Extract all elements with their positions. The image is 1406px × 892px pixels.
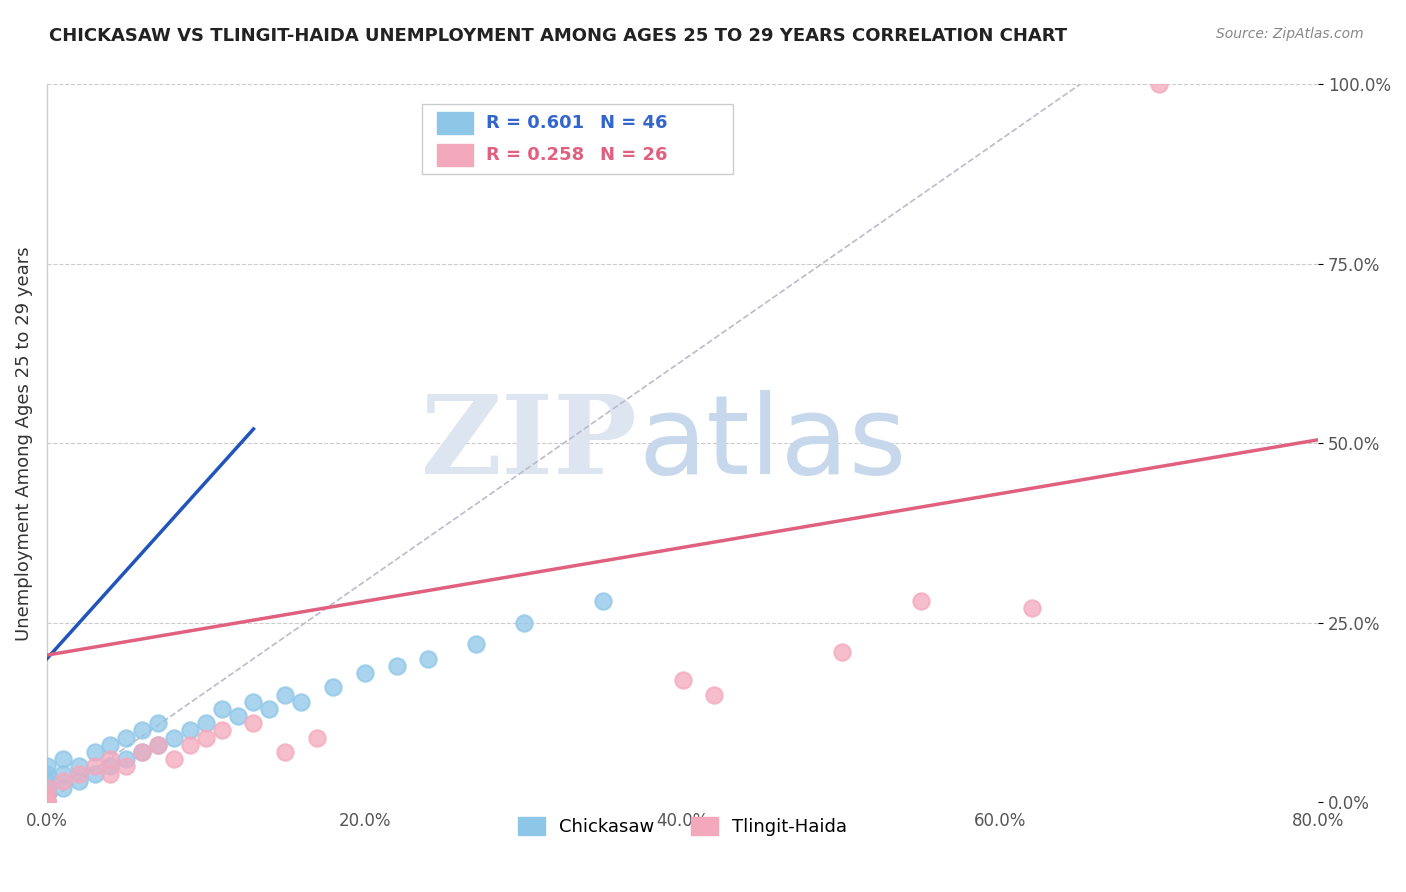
Point [1149, 78, 1171, 92]
Point [211, 723, 233, 738]
Point [35, 773, 58, 788]
Text: N = 46: N = 46 [600, 114, 668, 132]
Point [115, 752, 138, 766]
Point [194, 731, 217, 745]
Point [35, 780, 58, 795]
Point [115, 759, 138, 773]
Point [52, 766, 75, 780]
Point [146, 716, 169, 731]
Point [322, 681, 344, 695]
Point [100, 738, 122, 752]
Point [179, 738, 201, 752]
Point [179, 723, 201, 738]
Point [52, 780, 75, 795]
Point [83, 759, 105, 773]
Text: R = 0.601: R = 0.601 [485, 114, 583, 132]
Point [163, 731, 186, 745]
Text: CHICKASAW VS TLINGIT-HAIDA UNEMPLOYMENT AMONG AGES 25 TO 29 YEARS CORRELATION CH: CHICKASAW VS TLINGIT-HAIDA UNEMPLOYMENT … [49, 27, 1067, 45]
Text: N = 26: N = 26 [600, 146, 668, 164]
Point [512, 615, 534, 630]
Point [35, 795, 58, 809]
Point [35, 795, 58, 809]
Point [67, 759, 90, 773]
Point [67, 766, 90, 780]
Point [242, 716, 264, 731]
Point [131, 723, 153, 738]
Point [211, 702, 233, 716]
Point [274, 688, 297, 702]
Point [67, 773, 90, 788]
Point [35, 780, 58, 795]
Point [83, 766, 105, 780]
Point [35, 766, 58, 780]
Point [831, 644, 853, 658]
Point [163, 752, 186, 766]
Point [52, 773, 75, 788]
Point [910, 594, 932, 608]
Point [115, 731, 138, 745]
Point [290, 695, 312, 709]
Point [35, 795, 58, 809]
Point [100, 759, 122, 773]
Point [35, 795, 58, 809]
Point [35, 795, 58, 809]
Point [35, 780, 58, 795]
Text: ZIP: ZIP [422, 390, 638, 497]
Point [100, 752, 122, 766]
Point [35, 795, 58, 809]
Point [259, 702, 281, 716]
Point [35, 795, 58, 809]
Point [35, 795, 58, 809]
Point [146, 738, 169, 752]
Legend: Chickasaw, Tlingit-Haida: Chickasaw, Tlingit-Haida [510, 810, 855, 844]
Point [353, 666, 375, 681]
Text: atlas: atlas [638, 390, 907, 497]
Point [418, 651, 440, 665]
Point [592, 594, 614, 608]
Point [226, 709, 249, 723]
Text: R = 0.258: R = 0.258 [485, 146, 583, 164]
Point [35, 788, 58, 802]
Point [131, 745, 153, 759]
Point [671, 673, 693, 688]
Point [385, 659, 408, 673]
Point [194, 716, 217, 731]
Point [307, 731, 329, 745]
Point [35, 795, 58, 809]
Point [100, 766, 122, 780]
Point [242, 695, 264, 709]
Point [146, 738, 169, 752]
Text: Source: ZipAtlas.com: Source: ZipAtlas.com [1216, 27, 1364, 41]
Point [35, 795, 58, 809]
Point [1021, 601, 1043, 615]
Point [131, 745, 153, 759]
Y-axis label: Unemployment Among Ages 25 to 29 years: Unemployment Among Ages 25 to 29 years [15, 246, 32, 640]
Point [52, 752, 75, 766]
Point [35, 759, 58, 773]
Point [35, 788, 58, 802]
FancyBboxPatch shape [437, 112, 472, 134]
Point [274, 745, 297, 759]
Point [35, 788, 58, 802]
Point [83, 745, 105, 759]
FancyBboxPatch shape [422, 103, 734, 174]
Point [703, 688, 725, 702]
FancyBboxPatch shape [437, 145, 472, 166]
Point [465, 637, 488, 651]
Point [35, 795, 58, 809]
